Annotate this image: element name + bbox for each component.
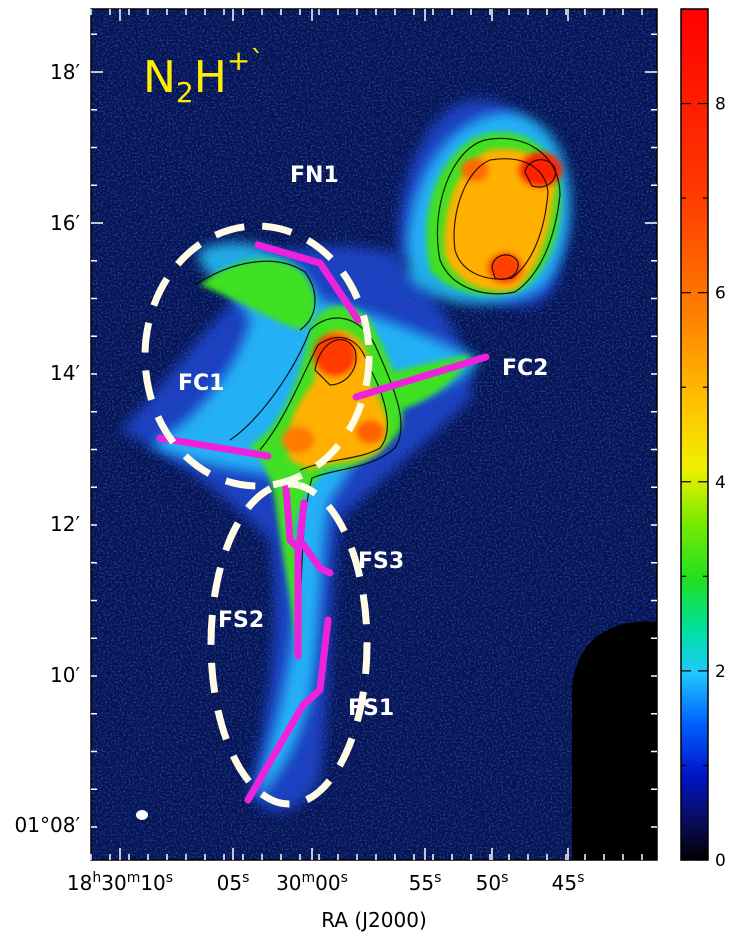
region-label-fs3: FS3 bbox=[358, 549, 404, 574]
colorbar-tick-label: 0 bbox=[715, 851, 726, 871]
filament-fs3 bbox=[296, 499, 334, 577]
y-tick-label: 16′ bbox=[50, 211, 80, 235]
y-tick-label: 18′ bbox=[50, 60, 80, 84]
filament-fc1 bbox=[156, 434, 272, 460]
intensity-map bbox=[91, 9, 657, 860]
colorbar-tick-label: 2 bbox=[715, 662, 726, 682]
y-tick-label: 01°08′ bbox=[15, 813, 81, 837]
colorbar-ticks bbox=[681, 8, 708, 861]
colorbar: 0 2 4 6 8 bbox=[680, 8, 726, 871]
filament-fc2 bbox=[352, 353, 490, 401]
x-axis-title: RA (J2000) bbox=[321, 908, 427, 932]
ellipse-fn1-fc1 bbox=[141, 222, 373, 490]
filament-fn1 bbox=[254, 241, 362, 324]
filament-lines bbox=[156, 241, 490, 804]
colorbar-tick-label: 8 bbox=[715, 95, 726, 115]
x-tick-label: 30m00s bbox=[276, 870, 348, 895]
beam-marker bbox=[136, 810, 148, 820]
colorbar-tick-label: 6 bbox=[715, 284, 726, 304]
map-frame bbox=[90, 8, 658, 861]
masked-region bbox=[572, 621, 657, 860]
y-tick-label: 10′ bbox=[50, 663, 80, 687]
filament-fs2 bbox=[282, 484, 302, 660]
y-tick-label: 14′ bbox=[50, 361, 80, 385]
filament-fs1 bbox=[244, 616, 332, 804]
x-tick-labels: 18h30m10s 05s 30m00s 55s 50s 45s bbox=[67, 870, 584, 895]
region-label-fs2: FS2 bbox=[218, 608, 264, 633]
map-ticks bbox=[90, 9, 657, 860]
peak-emission bbox=[282, 149, 562, 470]
x-tick-label: 55s bbox=[409, 870, 442, 895]
y-tick-label: 12′ bbox=[50, 512, 80, 536]
colorbar-tick-label: 4 bbox=[715, 473, 726, 493]
x-tick-label: 18h30m10s bbox=[67, 870, 173, 895]
region-ellipses bbox=[141, 222, 373, 808]
x-tick-label: 50s bbox=[476, 870, 509, 895]
ellipse-fs bbox=[207, 480, 371, 808]
region-label-fc2: FC2 bbox=[502, 356, 548, 381]
region-labels: FN1 FC1 FC2 FS3 FS2 FS1 bbox=[178, 163, 548, 721]
species-label: N2H+` bbox=[143, 44, 264, 109]
x-tick-label: 45s bbox=[552, 870, 585, 895]
colorbar-gradient bbox=[680, 8, 709, 861]
y-tick-labels: 18′ 16′ 14′ 12′ 10′ 01°08′ bbox=[15, 60, 81, 837]
region-label-fc1: FC1 bbox=[178, 371, 224, 396]
region-label-fn1: FN1 bbox=[290, 163, 339, 188]
x-tick-label: 05s bbox=[217, 870, 250, 895]
colorbar-labels: 0 2 4 6 8 bbox=[715, 95, 726, 871]
region-label-fs1: FS1 bbox=[348, 696, 394, 721]
